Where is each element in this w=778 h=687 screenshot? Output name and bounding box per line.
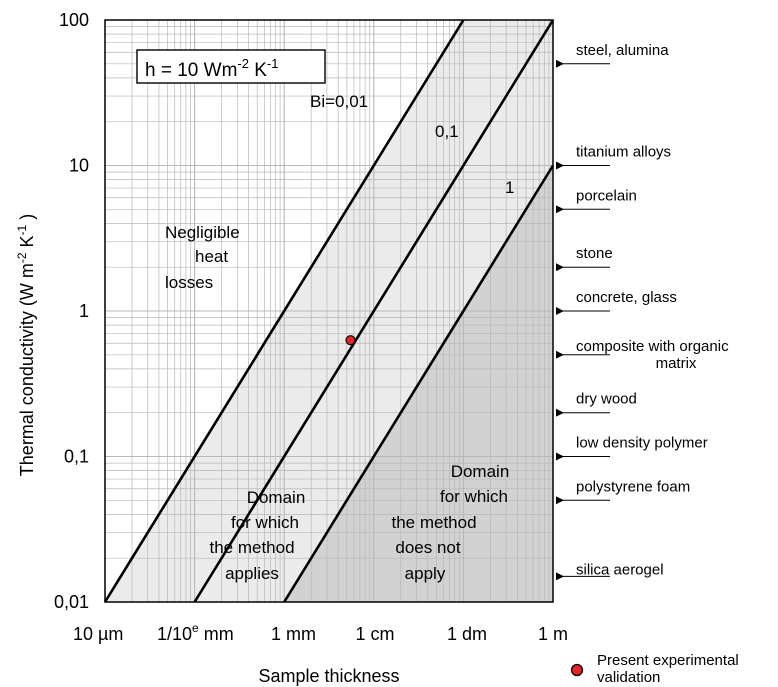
y-tick-label: 10 <box>69 156 89 176</box>
region-not-apply-line: does not <box>395 538 460 557</box>
heat-transfer-box: h = 10 Wm-2 K-1 <box>136 49 326 84</box>
region-not-apply-line: the method <box>391 513 476 532</box>
y-tick-label: 0,1 <box>64 447 89 467</box>
material-label: composite with organic <box>576 338 729 355</box>
heat-transfer-coefficient: h = 10 Wm-2 K-1 <box>145 56 278 81</box>
material-label: concrete, glass <box>576 289 677 306</box>
material-labels: steel, alumina titanium alloys porcelain st… <box>556 42 729 581</box>
experimental-point-layer <box>345 335 356 346</box>
material-label: matrix <box>656 355 697 372</box>
experimental-point <box>345 335 356 346</box>
legend-label: Present experimental <box>597 652 739 669</box>
x-tick-label: 1 cm <box>355 624 394 644</box>
region-negligible-line: Negligible <box>165 223 240 242</box>
region-negligible-line: heat <box>195 247 228 266</box>
bi-line-1 <box>193 19 555 603</box>
chart-labels: Bi=0,01 0,1 1 Negligible heat losses Domain for… <box>15 10 568 686</box>
y-tick-label: 100 <box>59 10 89 30</box>
region-applies-line: for which <box>231 513 299 532</box>
material-label: silica aerogel <box>576 561 664 578</box>
series-label-bi-001: Bi=0,01 <box>310 92 368 111</box>
plot-frame <box>104 19 554 603</box>
region-applies-line: applies <box>225 564 279 583</box>
bi-line-2 <box>283 164 555 603</box>
x-tick-label: 1/10e mm <box>157 621 234 644</box>
region-applies-line: Domain <box>247 488 306 507</box>
region-not-apply-line: for which <box>440 487 508 506</box>
material-label: dry wood <box>576 391 637 408</box>
x-axis-title: Sample thickness <box>258 666 399 686</box>
region-applies-line: the method <box>209 538 294 557</box>
bi-lines <box>103 19 555 603</box>
grid-lines <box>104 20 553 603</box>
y-tick-label: 0,01 <box>54 592 89 612</box>
x-tick-label: 1 mm <box>271 624 316 644</box>
y-axis-title: Thermal conductivity (W m-2 K-1 ) <box>15 214 37 476</box>
material-label: polystyrene foam <box>576 478 690 495</box>
material-label: steel, alumina <box>576 42 669 59</box>
region-not-apply-line: Domain <box>451 462 510 481</box>
x-tick-label: 10 µm <box>73 624 123 644</box>
region-not-apply-line: apply <box>405 564 446 583</box>
series-label-bi-01: 0,1 <box>435 122 459 141</box>
legend-label-2: validation <box>597 669 660 686</box>
bi-line-0 <box>103 19 465 603</box>
material-label: titanium alloys <box>576 144 671 161</box>
material-label: porcelain <box>576 187 637 204</box>
series-label-bi-1: 1 <box>505 178 514 197</box>
x-tick-label: 1 m <box>538 624 568 644</box>
y-tick-label: 1 <box>79 301 89 321</box>
legend-marker <box>570 663 584 677</box>
material-label: low density polymer <box>576 435 708 452</box>
region-negligible-line: losses <box>165 273 213 292</box>
material-label: stone <box>576 245 613 262</box>
x-tick-label: 1 dm <box>447 624 487 644</box>
heat-transfer-box-frame <box>136 49 326 84</box>
